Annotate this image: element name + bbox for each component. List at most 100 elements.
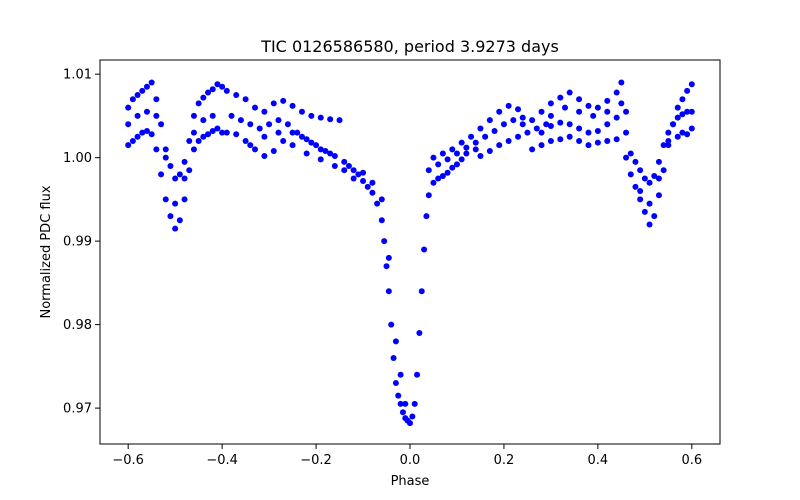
data-point — [153, 146, 160, 153]
data-point — [322, 147, 329, 154]
data-point — [477, 125, 484, 132]
x-tick-label: −0.6 — [112, 453, 144, 468]
data-point — [421, 246, 428, 253]
data-point — [280, 137, 287, 144]
data-point — [261, 108, 268, 115]
data-point — [223, 129, 230, 136]
data-point — [214, 125, 221, 132]
data-point — [134, 133, 141, 140]
data-point — [256, 125, 263, 132]
data-point — [200, 133, 207, 140]
data-point — [411, 400, 418, 407]
data-point — [176, 217, 183, 224]
data-point — [153, 96, 160, 103]
data-point — [449, 146, 456, 153]
data-point — [200, 117, 207, 124]
data-point — [515, 106, 522, 113]
data-point — [547, 122, 554, 129]
data-point — [374, 200, 381, 207]
data-point — [688, 81, 695, 88]
data-point — [472, 146, 479, 153]
data-point — [242, 137, 249, 144]
data-point — [505, 102, 512, 109]
data-point — [665, 142, 672, 149]
data-point — [181, 175, 188, 182]
data-point — [510, 117, 517, 124]
data-point — [547, 100, 554, 107]
data-point — [604, 97, 611, 104]
data-point — [181, 158, 188, 165]
data-point — [444, 169, 451, 176]
y-tick-label: 1.01 — [63, 68, 92, 83]
data-point — [350, 167, 357, 174]
data-point — [632, 183, 639, 190]
data-point — [665, 129, 672, 136]
data-point — [397, 371, 404, 378]
data-point — [399, 409, 406, 416]
data-point — [418, 288, 425, 295]
data-point — [425, 192, 432, 199]
data-point — [247, 142, 254, 149]
data-point — [261, 133, 268, 140]
data-point — [148, 131, 155, 138]
data-point — [190, 129, 197, 136]
data-point — [585, 142, 592, 149]
data-point — [139, 129, 146, 136]
data-point — [327, 116, 334, 123]
data-point — [129, 96, 136, 103]
data-point — [167, 163, 174, 170]
data-point — [242, 96, 249, 103]
data-point — [660, 167, 667, 174]
data-point — [303, 150, 310, 157]
data-point — [423, 213, 430, 220]
data-point — [500, 121, 507, 128]
data-point — [186, 167, 193, 174]
data-point — [655, 175, 662, 182]
data-point — [425, 167, 432, 174]
data-point — [134, 92, 141, 99]
data-point — [613, 114, 620, 121]
data-point — [519, 121, 526, 128]
data-point — [604, 137, 611, 144]
data-point — [688, 125, 695, 132]
data-point — [576, 96, 583, 103]
data-point — [303, 136, 310, 143]
data-point — [491, 127, 498, 134]
data-point — [444, 156, 451, 163]
data-point — [261, 153, 268, 159]
data-point — [158, 121, 165, 128]
data-point — [317, 146, 324, 153]
data-point — [143, 108, 150, 115]
data-point — [641, 208, 648, 215]
data-point — [195, 137, 202, 144]
data-point — [284, 121, 291, 128]
data-point — [369, 189, 376, 196]
data-point — [381, 238, 388, 245]
data-point — [655, 158, 662, 165]
data-point — [355, 171, 362, 178]
data-point — [345, 163, 352, 170]
data-point — [496, 108, 503, 115]
data-point — [519, 114, 526, 121]
data-point — [576, 137, 583, 144]
data-point — [172, 225, 179, 232]
data-point — [181, 196, 188, 203]
data-point — [148, 79, 155, 86]
data-point — [618, 100, 625, 107]
data-point — [289, 102, 296, 109]
data-point — [566, 133, 573, 140]
data-point — [341, 167, 348, 174]
data-point — [623, 129, 630, 136]
data-point — [641, 175, 648, 182]
data-point — [604, 108, 611, 115]
data-point — [369, 179, 376, 186]
data-point — [458, 156, 465, 163]
data-point — [449, 164, 456, 171]
data-point — [360, 178, 367, 185]
data-point — [397, 400, 404, 407]
data-point — [515, 133, 522, 140]
data-point — [162, 196, 169, 203]
data-point — [655, 192, 662, 199]
data-point — [125, 104, 132, 111]
y-tick-label: 0.97 — [63, 402, 92, 417]
